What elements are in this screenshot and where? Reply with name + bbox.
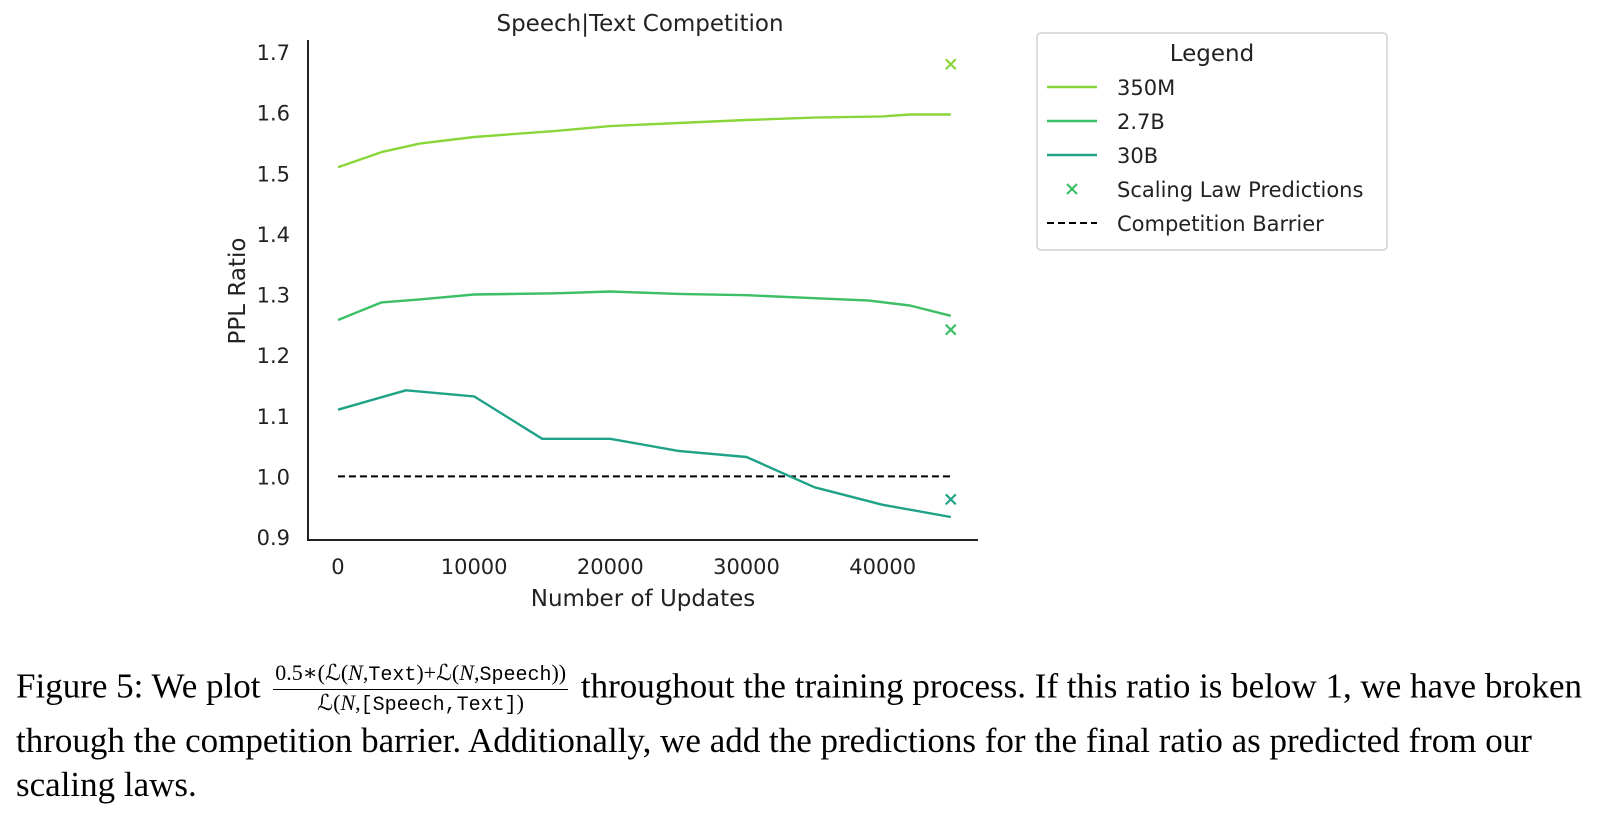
legend-item-predictions: Scaling Law Predictions bbox=[1066, 178, 1363, 202]
caption-suffix: throughout the training process. If this… bbox=[16, 666, 1583, 804]
y-tick-label: 1.4 bbox=[257, 223, 290, 247]
y-tick-label: 1.1 bbox=[257, 405, 290, 429]
y-tick-labels: 0.9 1.0 1.1 1.2 1.3 1.4 1.5 1.6 1.7 bbox=[257, 41, 290, 550]
formula-num-text: Text bbox=[368, 664, 417, 687]
x-tick-label: 40000 bbox=[849, 555, 916, 579]
legend-item-350m: 350M bbox=[1047, 76, 1175, 100]
formula-num-l2: ℒ( bbox=[436, 660, 460, 685]
legend-item-barrier: Competition Barrier bbox=[1047, 212, 1324, 236]
y-axis-label: PPL Ratio bbox=[225, 238, 251, 345]
ratio-formula: 0.5∗(ℒ(N,Text)+ℒ(N,Speech)) ℒ(N,[Speech,… bbox=[273, 660, 569, 719]
legend-box bbox=[1036, 32, 1388, 251]
legend-title: Legend bbox=[1170, 41, 1255, 67]
x-tick-label: 20000 bbox=[577, 555, 644, 579]
formula-num-l1: ℒ( bbox=[324, 660, 349, 685]
series-line-350m bbox=[337, 113, 951, 169]
legend-label: 30B bbox=[1117, 144, 1158, 168]
formula-den-speech-text: [Speech,Text] bbox=[360, 694, 517, 717]
legend-swatch-x-stroke-b bbox=[1066, 183, 1078, 195]
figure-caption: Figure 5: We plot 0.5∗(ℒ(N,Text)+ℒ(N,Spe… bbox=[16, 660, 1601, 807]
formula-num-end: )) bbox=[551, 660, 567, 685]
series-line-2.7b bbox=[337, 290, 952, 322]
y-tick-label: 1.5 bbox=[257, 162, 290, 186]
x-tick-labels: 0 10000 20000 30000 40000 bbox=[331, 555, 916, 579]
y-tick-label: 1.2 bbox=[257, 344, 290, 368]
prediction-marker-1-stroke-b bbox=[944, 58, 957, 71]
y-tick-label: 1.7 bbox=[257, 41, 290, 65]
legend-swatch-x bbox=[1066, 183, 1078, 195]
formula-num-speech: Speech bbox=[479, 664, 552, 687]
y-tick-label: 0.9 bbox=[257, 526, 290, 550]
caption-prefix: Figure 5: We plot bbox=[16, 666, 261, 706]
formula-den-end: ) bbox=[516, 690, 524, 715]
prediction-marker-2 bbox=[944, 323, 957, 336]
legend-label: 350M bbox=[1117, 76, 1175, 100]
legend-label: 2.7B bbox=[1117, 110, 1165, 134]
formula-numerator: 0.5∗(ℒ(N,Text)+ℒ(N,Speech)) bbox=[273, 660, 569, 690]
legend-label: Competition Barrier bbox=[1117, 212, 1324, 236]
y-tick-label: 1.3 bbox=[257, 284, 290, 308]
prediction-marker-2-stroke-b bbox=[944, 323, 957, 336]
y-tick-label: 1.6 bbox=[257, 102, 290, 126]
legend-items: 350M 2.7B 30B Scaling Law Predictions Compet… bbox=[1047, 76, 1363, 236]
chart-title: Speech|Text Competition bbox=[496, 11, 783, 37]
formula-denominator: ℒ(N,[Speech,Text]) bbox=[317, 690, 524, 717]
y-tick-label: 1.0 bbox=[257, 465, 290, 489]
chart-figure: Speech|Text Competition 0.9 1.0 1.1 1.2 1.3 1… bbox=[225, 11, 1388, 612]
x-axis-label: Number of Updates bbox=[531, 586, 755, 612]
plot-area bbox=[337, 58, 957, 519]
formula-num-n1: N bbox=[348, 660, 363, 685]
formula-num-pre: 0.5∗( bbox=[275, 660, 325, 685]
formula-den-l: ℒ( bbox=[317, 690, 341, 715]
legend: Legend 350M 2.7B 30B Scaling Law Prediction… bbox=[1036, 32, 1388, 251]
prediction-marker-3-stroke-b bbox=[944, 493, 957, 506]
legend-item-30b: 30B bbox=[1047, 144, 1158, 168]
formula-num-n2: N bbox=[459, 660, 474, 685]
legend-label: Scaling Law Predictions bbox=[1117, 178, 1363, 202]
chart-axes bbox=[307, 40, 978, 541]
x-tick-label: 10000 bbox=[441, 555, 508, 579]
prediction-marker-3 bbox=[944, 493, 957, 506]
x-tick-label: 30000 bbox=[713, 555, 780, 579]
series-line-30b bbox=[337, 389, 952, 519]
formula-num-mid: )+ bbox=[416, 660, 437, 685]
legend-item-2.7b: 2.7B bbox=[1047, 110, 1165, 134]
x-tick-label: 0 bbox=[331, 555, 344, 579]
prediction-marker-1 bbox=[944, 58, 957, 71]
formula-den-n: N bbox=[340, 690, 356, 715]
